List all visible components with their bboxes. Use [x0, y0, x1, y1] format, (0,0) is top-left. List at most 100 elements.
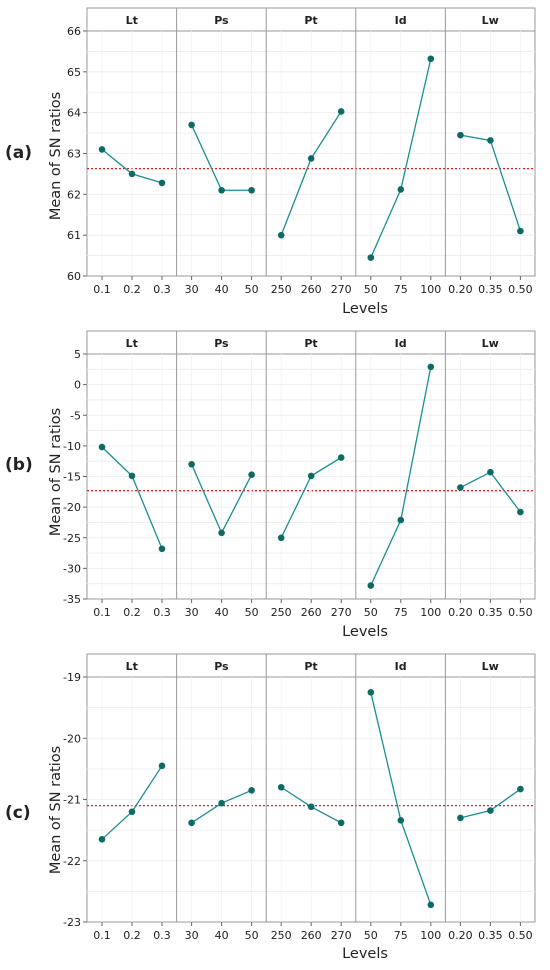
x-tick-label: 0.35 — [478, 606, 503, 619]
facet-title: Ps — [214, 660, 229, 673]
x-tick-label: 30 — [185, 606, 199, 619]
x-tick-label: 50 — [364, 929, 378, 942]
y-tick-label: 5 — [74, 348, 81, 361]
y-tick-label: -21 — [63, 794, 81, 807]
x-tick-label: 50 — [364, 283, 378, 296]
facet-title: Ps — [214, 337, 229, 350]
data-point — [427, 55, 435, 63]
data-point — [367, 254, 375, 261]
data-point — [248, 186, 255, 194]
y-tick-label: 60 — [67, 270, 81, 283]
facet-title: Ps — [214, 14, 229, 27]
x-tick-label: 0.50 — [508, 606, 533, 619]
data-point — [158, 762, 166, 770]
x-tick-label: 270 — [331, 283, 352, 296]
data-point — [248, 471, 255, 478]
chart-panel-a: (a) Mean of SN ratios 60 61 62 63 64 65 66 Lt 0.… — [0, 0, 550, 323]
x-tick-label: 0.35 — [478, 929, 503, 942]
data-point — [128, 472, 136, 480]
data-point — [128, 808, 136, 816]
y-tick-label: -5 — [70, 409, 81, 422]
y-tick-label: -23 — [63, 916, 81, 929]
data-point — [397, 516, 405, 524]
facet-title: Id — [395, 14, 407, 27]
y-tick-label: -22 — [63, 855, 81, 868]
data-point — [457, 131, 464, 139]
x-tick-label: 0.3 — [153, 283, 171, 296]
data-point — [218, 186, 225, 194]
x-tick-label: 0.2 — [123, 283, 141, 296]
data-point — [367, 689, 375, 696]
x-tick-label: 0.1 — [93, 283, 111, 296]
data-point — [307, 472, 315, 480]
x-axis-label: Levels — [342, 946, 388, 962]
x-tick-label: 0.1 — [93, 929, 111, 942]
data-point — [188, 121, 195, 129]
data-point — [307, 155, 315, 162]
x-tick-label: 250 — [271, 606, 292, 619]
y-tick-label: -20 — [63, 501, 81, 514]
x-tick-label: 40 — [215, 929, 229, 942]
data-point — [517, 508, 524, 516]
x-tick-label: 75 — [394, 929, 408, 942]
x-tick-label: 260 — [301, 283, 322, 296]
chart-c-svg: -23 -22 -21 -20 -19 Lt 0.1 0.2 0.3 Ps 30 40 50 Pt 250 2… — [63, 653, 536, 942]
x-tick-label: 260 — [301, 929, 322, 942]
chart-panel-c: (c) Mean of SN ratios -23 -22 -21 -20 -19 Lt 0… — [0, 646, 550, 969]
data-point — [98, 146, 106, 153]
data-point — [277, 534, 285, 542]
x-tick-label: 30 — [185, 283, 199, 296]
x-tick-label: 50 — [245, 606, 259, 619]
y-tick-label: 66 — [67, 25, 81, 38]
x-tick-label: 0.35 — [478, 283, 503, 296]
panel-label: (b) — [5, 455, 33, 475]
x-tick-label: 250 — [271, 929, 292, 942]
x-tick-label: 75 — [394, 283, 408, 296]
y-tick-label: -15 — [63, 471, 81, 484]
x-tick-label: 0.3 — [153, 606, 171, 619]
data-point — [188, 819, 195, 827]
x-tick-label: 260 — [301, 606, 322, 619]
x-tick-label: 0.3 — [153, 929, 171, 942]
x-axis-label: Levels — [342, 301, 388, 317]
panel-label: (c) — [5, 803, 31, 823]
data-point — [397, 817, 405, 824]
data-point — [277, 783, 285, 791]
x-tick-label: 0.1 — [93, 606, 111, 619]
x-tick-label: 250 — [271, 283, 292, 296]
x-tick-label: 40 — [215, 283, 229, 296]
x-tick-label: 0.2 — [123, 929, 141, 942]
y-tick-label: -19 — [63, 671, 81, 684]
x-tick-label: 0.50 — [508, 929, 533, 942]
facet-title: Lw — [482, 14, 499, 27]
facet-title: Lt — [126, 660, 138, 673]
x-tick-label: 270 — [331, 606, 352, 619]
data-point — [337, 819, 345, 827]
facet-title: Lw — [482, 337, 499, 350]
facet-title: Lt — [126, 337, 138, 350]
data-point — [487, 468, 494, 476]
facet-title: Pt — [304, 337, 317, 350]
data-point — [98, 836, 106, 843]
panel-label: (a) — [5, 143, 33, 163]
x-tick-label: 30 — [185, 929, 199, 942]
x-tick-label: 0.2 — [123, 606, 141, 619]
facet-title: Pt — [304, 660, 317, 673]
x-tick-label: 0.20 — [448, 929, 473, 942]
x-tick-label: 50 — [245, 283, 259, 296]
data-point — [367, 582, 375, 589]
data-point — [487, 807, 494, 814]
x-tick-label: 50 — [245, 929, 259, 942]
x-tick-label: 50 — [364, 606, 378, 619]
y-tick-label: 63 — [67, 148, 81, 161]
data-point — [517, 227, 524, 235]
facet-title: Lw — [482, 660, 499, 673]
y-tick-label: -10 — [63, 440, 81, 453]
data-point — [427, 363, 435, 371]
data-point — [128, 170, 136, 178]
x-tick-label: 270 — [331, 929, 352, 942]
data-point — [337, 108, 345, 115]
x-tick-label: 0.20 — [448, 606, 473, 619]
data-point — [457, 814, 464, 822]
y-tick-label: 61 — [67, 229, 81, 242]
